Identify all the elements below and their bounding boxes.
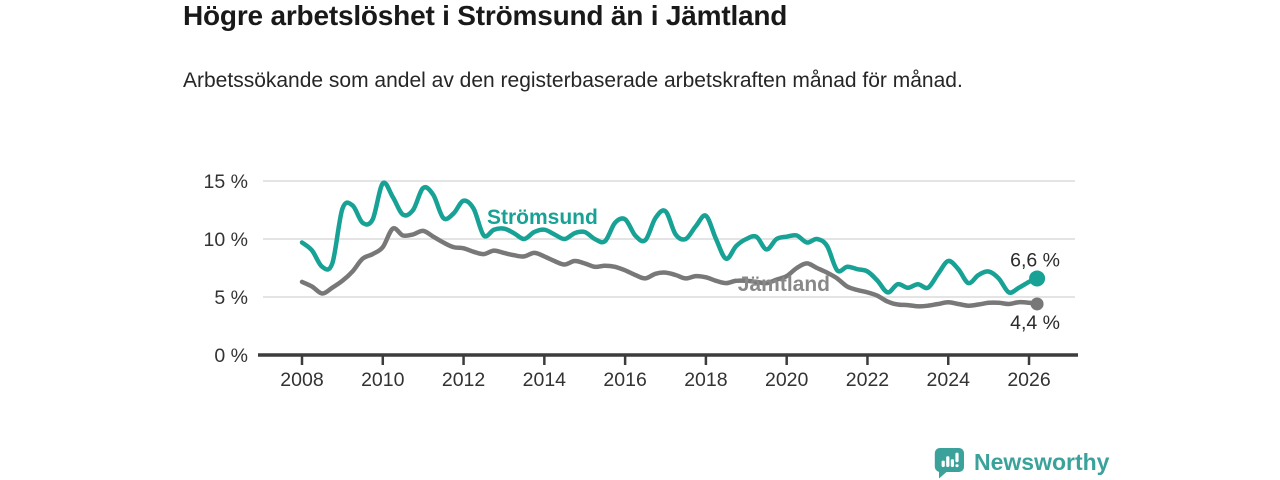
series-end-value-stromsund: 6,6 % [1010, 249, 1060, 271]
exclamation-dot [955, 464, 959, 468]
series-line-stromsund [299, 180, 1040, 295]
x-tick-label: 2024 [927, 369, 971, 391]
x-tick-label: 2012 [442, 369, 485, 391]
newsworthy-logo-icon [934, 448, 964, 479]
page-title: Högre arbetslöshet i Strömsund än i Jämt… [183, 0, 788, 31]
page-subtitle: Arbetssökande som andel av den registerb… [183, 69, 963, 92]
bar-3 [950, 459, 954, 467]
series-label-stromsund: Strömsund [487, 206, 598, 229]
bar-2 [946, 456, 950, 467]
y-tick-label: 5 % [214, 287, 248, 309]
y-tick-label: 10 % [204, 229, 248, 251]
x-tick-label: 2022 [846, 369, 889, 391]
series-end-value-jamtland: 4,4 % [1010, 312, 1060, 334]
exclamation-bar [955, 452, 959, 463]
series-line-jamtland [299, 226, 1040, 309]
series-end-dot-stromsund [1029, 270, 1046, 287]
x-tick-label: 2014 [523, 369, 567, 391]
x-tick-label: 2026 [1007, 369, 1050, 391]
speech-bubble-shape [934, 448, 964, 479]
x-tick-label: 2018 [684, 369, 727, 391]
y-tick-label: 15 % [204, 171, 248, 193]
bar-1 [941, 460, 945, 467]
x-tick-label: 2020 [765, 369, 809, 391]
x-tick-label: 2010 [361, 369, 405, 391]
y-tick-label: 0 % [214, 345, 248, 367]
newsworthy-logo-text: Newsworthy [974, 449, 1110, 475]
newsworthy-logo: Newsworthy [934, 446, 1109, 479]
x-tick-label: 2016 [603, 369, 646, 391]
x-tick-label: 2008 [280, 369, 323, 391]
series-label-jamtland: Jämtland [738, 273, 830, 296]
series-end-dot-jamtland [1030, 297, 1044, 311]
